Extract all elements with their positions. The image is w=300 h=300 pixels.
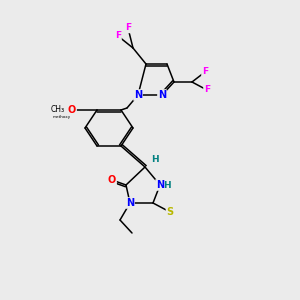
Text: methoxy: methoxy <box>53 115 71 119</box>
Text: F: F <box>125 23 131 32</box>
Text: N: N <box>134 90 142 100</box>
Text: N: N <box>126 198 134 208</box>
Text: N: N <box>158 90 166 100</box>
Text: F: F <box>202 68 208 76</box>
Text: F: F <box>115 32 121 40</box>
Text: O: O <box>54 105 62 115</box>
Text: O: O <box>68 105 76 115</box>
Text: CH₃: CH₃ <box>51 106 65 115</box>
Text: N: N <box>156 180 164 190</box>
Text: H: H <box>151 155 159 164</box>
Text: H: H <box>163 181 171 190</box>
Text: F: F <box>204 85 210 94</box>
Text: O: O <box>108 175 116 185</box>
Text: S: S <box>167 207 174 217</box>
